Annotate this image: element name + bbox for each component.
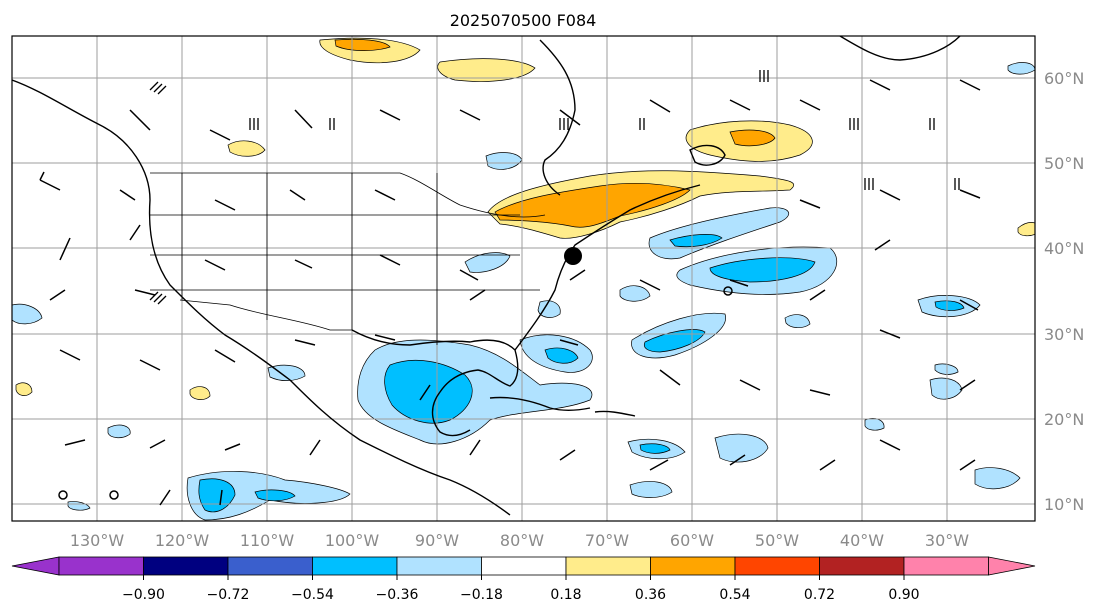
lat-label: 60°N [1044,69,1084,88]
colorbar-tick-label: 0.72 [804,587,835,603]
colorbar-tick-label: −0.72 [207,587,250,603]
colorbar-bin [143,556,229,576]
island-ring [109,490,119,500]
us-mexico-border [179,299,352,331]
lat-label: 30°N [1044,325,1084,344]
us-canada-border [150,172,546,218]
lon-label: 30°W [925,531,969,550]
colorbar-bin [481,556,567,576]
colorbar-bin [227,556,313,576]
pacific-coast [12,79,511,516]
atlantic-coast [514,184,701,351]
latitude-labels: 60°N 50°N 40°N 30°N 20°N 10°N [1044,69,1084,514]
colorbar-tick-label: 0.36 [635,587,666,603]
lon-label: 70°W [585,531,629,550]
map-panel [12,36,1035,521]
colorbar-tick-label: −0.54 [291,587,334,603]
colorbar-tick-label: 0.54 [719,587,750,603]
longitude-labels: 130°W 120°W 110°W 100°W 90°W 80°W 70°W 6… [70,531,969,550]
lon-label: 90°W [415,531,459,550]
map-frame [11,35,1036,522]
lat-label: 20°N [1044,410,1084,429]
island-ring [723,286,733,296]
colorbar-tick-label: 0.18 [550,587,581,603]
lat-label: 50°N [1044,154,1084,173]
colorbar [11,556,1036,576]
lat-label: 10°N [1044,495,1084,514]
lon-label: 110°W [240,531,295,550]
colorbar-bin [312,556,398,576]
political-borders [150,172,546,345]
lon-label: 60°W [670,531,714,550]
island-ring [58,490,68,500]
colorbar-tick-labels: −0.90 −0.72 −0.54 −0.36 −0.18 0.18 0.36 … [122,587,920,603]
cuba [489,396,591,411]
location-marker [564,247,582,265]
colorbar-tick-label: −0.36 [376,587,419,603]
colorbar-bin [734,556,820,576]
colorbar-bin [565,556,651,576]
greenland [839,36,961,61]
gulf-coast [351,329,519,437]
colorbar-ticks [143,575,905,580]
lon-label: 100°W [325,531,380,550]
colorbar-bin [819,556,905,576]
canada-coast [539,39,576,196]
barb-flags [149,70,960,305]
colorbar-tick-label: −0.90 [122,587,165,603]
colorbar-bin [903,556,989,576]
colorbar-tick-label: 0.90 [888,587,919,603]
colorbar-extend-low [11,556,60,576]
colorbar-bin [58,556,144,576]
coastlines [12,36,961,516]
lon-label: 120°W [155,531,210,550]
colorbar-extend-high [988,556,1036,576]
hispaniola [594,410,636,417]
colorbar-bin [396,556,482,576]
colorbar-bin [650,556,736,576]
colorbar-tick-label: −0.18 [460,587,503,603]
wind-barbs [39,79,981,506]
lon-label: 130°W [70,531,125,550]
newfoundland [689,144,726,166]
plot-title: 2025070500 F084 [450,11,597,30]
lon-label: 50°W [755,531,799,550]
lon-label: 80°W [500,531,544,550]
lon-label: 40°W [840,531,884,550]
lat-label: 40°N [1044,239,1084,258]
